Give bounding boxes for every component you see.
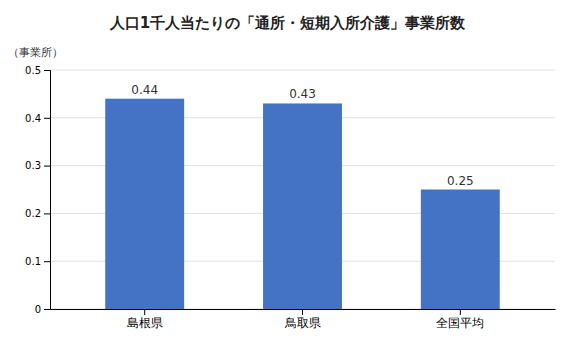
x-axis: 島根県 鳥取県 全国平均 — [51, 309, 556, 330]
tick-mark — [460, 309, 461, 315]
grid — [50, 70, 555, 309]
bars — [105, 99, 500, 309]
tick: 0.3 — [25, 160, 50, 171]
grid-line — [50, 70, 555, 71]
data-labels: 0.44 0.43 0.25 — [131, 83, 473, 188]
tick-mark — [44, 70, 50, 71]
tick: 0.2 — [25, 208, 50, 219]
tick-mark — [44, 166, 50, 167]
tick-label: 0.4 — [25, 113, 41, 124]
tick-label: 0.1 — [25, 256, 41, 267]
data-label: 0.25 — [447, 174, 474, 188]
data-label: 0.43 — [289, 87, 316, 101]
tick: 鳥取県 — [284, 309, 321, 330]
plot: 0 0.1 0.2 0.3 0.4 0.5 島根県 鳥取県 全国平均 0.44 0.43 0.25 — [25, 65, 555, 330]
tick: 0.5 — [25, 65, 50, 76]
tick-label: 0.5 — [25, 65, 41, 76]
tick-label: 島根県 — [127, 316, 163, 330]
bar — [421, 190, 500, 310]
tick-label: 鳥取県 — [284, 316, 321, 330]
bar — [263, 103, 342, 309]
tick-mark — [44, 213, 50, 214]
tick-label: 全国平均 — [436, 316, 484, 330]
tick: 島根県 — [127, 309, 163, 330]
tick: 0.1 — [25, 256, 50, 267]
tick: 0 — [35, 304, 50, 315]
tick-label: 0 — [35, 304, 41, 315]
bar — [105, 99, 184, 309]
tick-mark — [302, 309, 303, 315]
y-label: （事業所） — [8, 46, 63, 59]
tick-label: 0.2 — [25, 208, 41, 219]
tick: 全国平均 — [436, 309, 484, 330]
axis-line — [44, 71, 51, 310]
tick-mark — [44, 261, 50, 262]
tick-mark — [144, 309, 145, 315]
tick-label: 0.3 — [25, 160, 41, 171]
tick: 0.4 — [25, 113, 50, 124]
tick-mark — [44, 309, 50, 310]
y-axis: 0 0.1 0.2 0.3 0.4 0.5 — [25, 65, 50, 315]
data-label: 0.44 — [131, 83, 158, 97]
chart: 0 0.1 0.2 0.3 0.4 0.5 島根県 鳥取県 全国平均 0.44 0.43 0.25 （事… — [0, 0, 575, 345]
title: 人口1千人当たりの「通所・短期入所介護」事業所数 — [109, 14, 466, 32]
tick-mark — [44, 118, 50, 119]
